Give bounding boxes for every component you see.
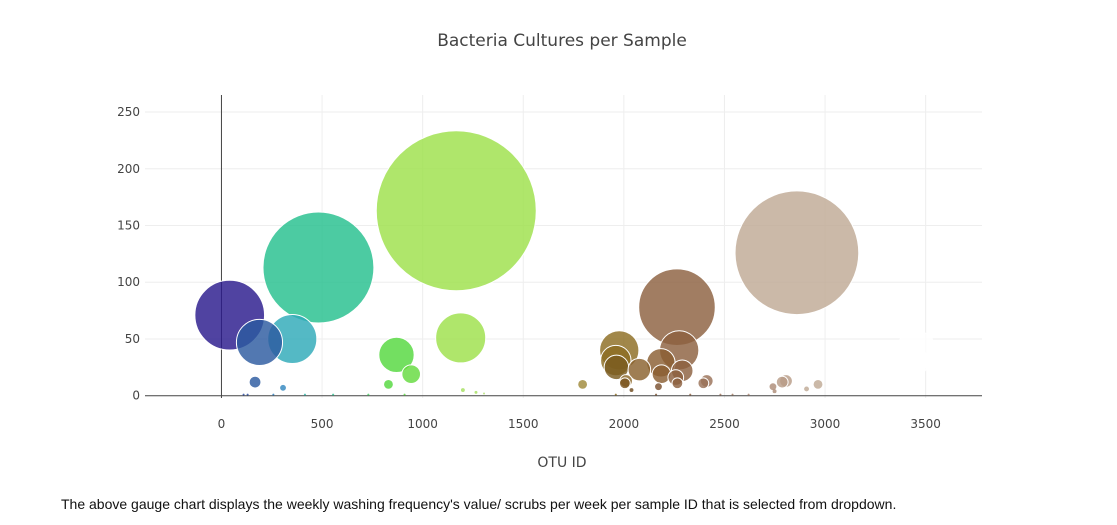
x-tick-label: 2500 (709, 417, 740, 431)
bubble-point[interactable] (262, 211, 375, 324)
bubble-point[interactable] (242, 393, 245, 396)
x-tick-label: 1000 (407, 417, 438, 431)
bubble-point[interactable] (614, 393, 617, 396)
bubble-point[interactable] (627, 357, 652, 382)
y-tick-label: 250 (117, 105, 140, 119)
bubble-point[interactable] (775, 375, 789, 389)
chart-caption: The above gauge chart displays the weekl… (61, 496, 897, 512)
bubble-point[interactable] (747, 393, 750, 396)
bubble-point[interactable] (655, 393, 658, 396)
bubble-point[interactable] (272, 393, 275, 396)
x-axis-title: OTU ID (537, 455, 586, 471)
bubble-point[interactable] (719, 393, 722, 396)
bubble-point[interactable] (671, 377, 684, 390)
bubble-point[interactable] (697, 377, 710, 390)
y-tick-label: 100 (117, 275, 140, 289)
bubble-point[interactable] (378, 336, 415, 374)
x-tick-label: 0 (218, 417, 226, 431)
bubble-point[interactable] (734, 190, 860, 316)
bubble-point[interactable] (303, 393, 306, 396)
bubble-point[interactable] (248, 375, 262, 389)
y-tick-label: 150 (117, 219, 140, 233)
chart-title: Bacteria Cultures per Sample (437, 31, 687, 51)
bubble-point[interactable] (689, 393, 692, 396)
bubble-point[interactable] (651, 364, 672, 384)
bubble-point[interactable] (375, 130, 537, 292)
bubble-point[interactable] (367, 393, 370, 396)
bubble-point[interactable] (483, 392, 486, 395)
bubble-point[interactable] (332, 393, 335, 396)
bubble-point[interactable] (628, 387, 635, 394)
bubble-point[interactable] (246, 393, 249, 396)
bubble-point[interactable] (383, 378, 394, 390)
bubble-point[interactable] (812, 378, 824, 390)
bubble-point[interactable] (768, 382, 778, 392)
bubble-point[interactable] (235, 318, 284, 366)
bubble-point[interactable] (459, 387, 466, 394)
x-tick-label: 3000 (810, 417, 841, 431)
bubble-point[interactable] (618, 377, 631, 390)
x-tick-label: 1500 (508, 417, 539, 431)
bubble-point[interactable] (654, 382, 663, 392)
bubble-point[interactable] (403, 393, 406, 396)
y-tick-label: 0 (132, 389, 140, 403)
x-tick-label: 3500 (910, 417, 941, 431)
x-tick-label: 2000 (609, 417, 640, 431)
bubble-point[interactable] (898, 346, 929, 377)
bubble-point[interactable] (577, 378, 589, 390)
bubble-point[interactable] (803, 385, 810, 393)
tick-labels: 0 500 1000 1500 2000 2500 3000 3500 0 50 100 150 200… (117, 105, 941, 431)
bubble-point[interactable] (401, 364, 422, 384)
y-tick-label: 200 (117, 162, 140, 176)
y-tick-label: 50 (125, 332, 140, 346)
bubble-point[interactable] (772, 389, 777, 394)
bubble-point[interactable] (474, 390, 478, 394)
bubble-chart: 0 500 1000 1500 2000 2500 3000 3500 0 50 100 150 200… (117, 31, 982, 471)
bubble-point[interactable] (731, 393, 734, 396)
bubble-point[interactable] (279, 383, 287, 392)
bubble-point[interactable] (435, 312, 487, 364)
bubble-layer[interactable] (194, 130, 937, 396)
x-tick-label: 500 (311, 417, 334, 431)
